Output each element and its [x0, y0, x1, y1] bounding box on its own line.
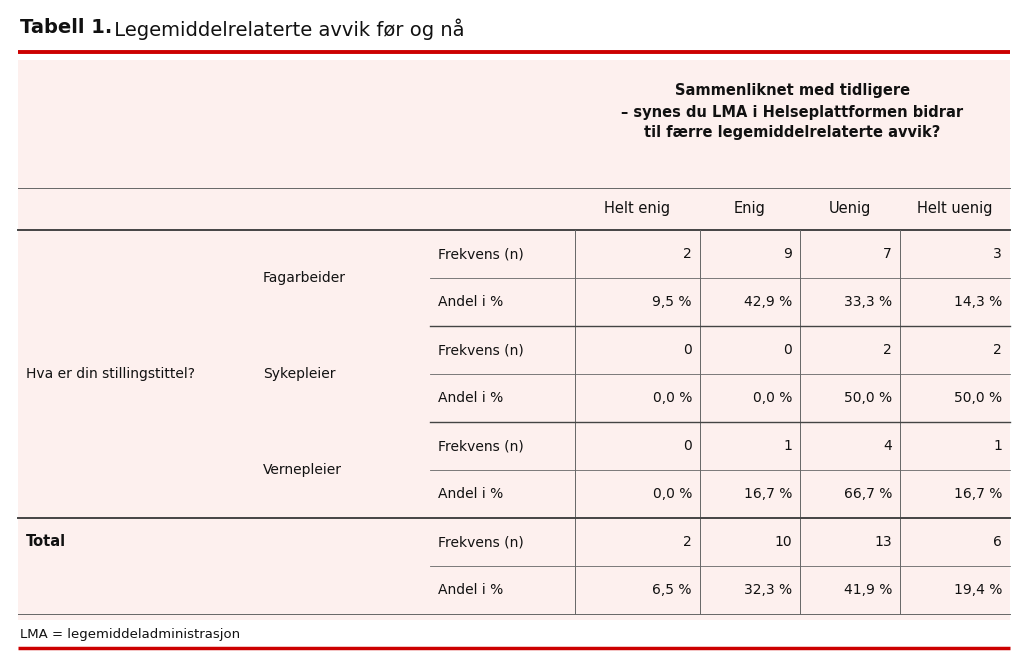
Text: Frekvens (n): Frekvens (n) [438, 439, 523, 453]
Text: 9: 9 [783, 247, 792, 261]
Text: Uenig: Uenig [828, 200, 871, 215]
Bar [18, 60, 1010, 620]
Text: Andel i %: Andel i % [438, 391, 503, 405]
Text: Enig: Enig [734, 200, 766, 215]
Text: 0,0 %: 0,0 % [652, 391, 692, 405]
Text: Total: Total [26, 534, 67, 550]
Text: Frekvens (n): Frekvens (n) [438, 343, 523, 357]
Text: 33,3 %: 33,3 % [844, 295, 892, 309]
Text: 0,0 %: 0,0 % [753, 391, 792, 405]
Text: 14,3 %: 14,3 % [953, 295, 1002, 309]
Text: Legemiddelrelaterte avvik før og nå: Legemiddelrelaterte avvik før og nå [108, 18, 465, 40]
Text: Frekvens (n): Frekvens (n) [438, 535, 523, 549]
Text: Fagarbeider: Fagarbeider [263, 271, 346, 285]
Text: 4: 4 [884, 439, 892, 453]
Text: 66,7 %: 66,7 % [844, 487, 892, 501]
Text: Vernepleier: Vernepleier [263, 463, 342, 477]
Text: Frekvens (n): Frekvens (n) [438, 247, 523, 261]
Text: 1: 1 [783, 439, 792, 453]
Text: 50,0 %: 50,0 % [844, 391, 892, 405]
Text: Andel i %: Andel i % [438, 487, 503, 501]
Text: Tabell 1.: Tabell 1. [20, 18, 113, 37]
Text: 2: 2 [683, 535, 692, 549]
Text: 0: 0 [783, 343, 792, 357]
Text: Helt uenig: Helt uenig [918, 200, 992, 215]
Text: 50,0 %: 50,0 % [954, 391, 1002, 405]
Text: 19,4 %: 19,4 % [953, 583, 1002, 597]
Text: 13: 13 [874, 535, 892, 549]
Text: Sammenliknet med tidligere
– synes du LMA i Helseplattformen bidrar
til færre le: Sammenliknet med tidligere – synes du LM… [622, 84, 964, 140]
Text: Andel i %: Andel i % [438, 295, 503, 309]
Text: LMA = legemiddeladministrasjon: LMA = legemiddeladministrasjon [20, 628, 240, 641]
Text: 0: 0 [683, 343, 692, 357]
Text: 42,9 %: 42,9 % [743, 295, 792, 309]
Text: 10: 10 [774, 535, 792, 549]
Text: 16,7 %: 16,7 % [953, 487, 1002, 501]
Text: Sykepleier: Sykepleier [263, 367, 336, 381]
Text: 32,3 %: 32,3 % [743, 583, 792, 597]
Text: Helt enig: Helt enig [604, 200, 671, 215]
Text: 41,9 %: 41,9 % [844, 583, 892, 597]
Text: 16,7 %: 16,7 % [743, 487, 792, 501]
Text: 2: 2 [884, 343, 892, 357]
Text: 3: 3 [993, 247, 1002, 261]
Text: 0: 0 [683, 439, 692, 453]
Text: 6: 6 [993, 535, 1002, 549]
Text: 9,5 %: 9,5 % [652, 295, 692, 309]
Text: 2: 2 [993, 343, 1002, 357]
Text: Andel i %: Andel i % [438, 583, 503, 597]
Text: 2: 2 [683, 247, 692, 261]
Text: 6,5 %: 6,5 % [652, 583, 692, 597]
Text: 0,0 %: 0,0 % [652, 487, 692, 501]
Text: 1: 1 [993, 439, 1002, 453]
Text: Hva er din stillingstittel?: Hva er din stillingstittel? [26, 367, 195, 381]
Text: 7: 7 [884, 247, 892, 261]
